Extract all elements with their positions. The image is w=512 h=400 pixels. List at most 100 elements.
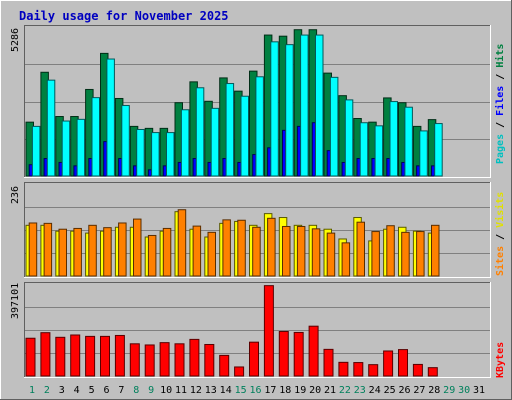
bar-sites-day-7 [118,222,127,277]
legend-entry: Files [494,86,506,116]
bar-sites-day-16 [252,226,261,277]
bar-pages-day-25 [389,101,398,177]
legend-entry: Sites [494,246,506,276]
bar-kbytes-day-27 [412,363,423,377]
bar-kbytes-day-23 [353,362,364,377]
x-tick-label-day-12: 12 [190,385,202,396]
x-tick-label-day-25: 25 [384,385,396,396]
x-tick-label-day-9: 9 [148,385,154,396]
bar-pages-day-11 [180,109,190,177]
bar-sites-day-18 [282,225,291,277]
bar-kbytes-day-14 [219,354,230,377]
legend-pages-files-hits: Pages / Files / Hits [494,44,506,164]
bar-pages-day-5 [91,97,100,177]
x-tick-label-day-20: 20 [309,385,321,396]
bar-sites-day-28 [431,224,440,277]
x-tick-label-day-8: 8 [133,385,139,396]
bar-kbytes-day-11 [174,343,185,377]
bar-kbytes-day-16 [249,341,259,377]
bar-kbytes-day-7 [114,334,125,377]
bar-sites-day-9 [147,234,157,277]
bar-sites-day-8 [133,218,142,277]
bar-kbytes-day-3 [55,336,66,377]
legend-text-2: KBytes [495,342,506,378]
bar-pages-day-12 [195,87,205,177]
bar-sites-day-2 [43,222,53,277]
kbytes-panel [24,282,491,378]
x-tick-label-day-3: 3 [59,385,65,396]
bar-sites-day-3 [58,228,67,277]
x-tick-label-day-1: 1 [29,385,35,396]
bar-kbytes-day-5 [85,335,96,377]
bottom-ymax-label: 397101 [10,283,21,319]
bar-kbytes-day-12 [189,338,200,377]
bar-pages-day-3 [61,120,71,177]
bar-kbytes-day-15 [234,366,245,377]
bar-pages-day-16 [255,76,264,177]
x-tick-label-day-14: 14 [220,385,232,396]
bar-pages-day-28 [434,123,443,177]
bar-kbytes-day-17 [263,285,274,377]
bar-sites-day-20 [311,228,321,277]
bar-pages-day-17 [270,41,279,177]
x-tick-label-day-29: 29 [443,385,455,396]
x-tick-label-day-23: 23 [354,385,366,396]
bar-pages-day-14 [225,83,235,177]
legend-text-1: Sites / Visits [494,192,506,276]
x-tick-label-day-24: 24 [369,385,381,396]
bar-kbytes-day-4 [70,334,81,377]
bar-kbytes-day-19 [293,331,304,377]
middle-ymax-label: 236 [10,186,21,204]
bar-kbytes-day-1 [25,337,36,377]
bar-pages-day-4 [76,118,86,177]
bar-pages-day-27 [419,130,428,177]
bar-kbytes-day-18 [278,331,289,377]
x-tick-label-day-19: 19 [294,385,306,396]
bar-sites-day-14 [222,219,231,277]
x-tick-label-day-26: 26 [398,385,410,396]
bar-pages-day-2 [46,79,56,177]
bar-kbytes-day-9 [144,344,155,377]
x-tick-label-day-18: 18 [279,385,291,396]
bar-pages-day-6 [106,58,115,177]
bar-kbytes-day-20 [308,325,319,377]
x-tick-label-day-4: 4 [74,385,80,396]
bar-pages-day-19 [300,34,309,177]
bar-sites-day-11 [177,209,187,277]
legend-entry: / [495,68,506,86]
chart-title: Daily usage for November 2025 [19,9,229,23]
bar-sites-day-26 [401,231,410,277]
top-ymax-label: 5286 [10,28,21,52]
bar-kbytes-day-24 [368,364,379,377]
x-tick-label-day-27: 27 [413,385,425,396]
x-tick-label-day-6: 6 [103,385,109,396]
visits-sites-panel [24,182,491,278]
bar-sites-day-4 [73,227,82,277]
bar-sites-day-5 [88,224,97,277]
bar-sites-day-15 [237,219,246,277]
bar-sites-day-13 [207,231,216,277]
x-tick-label-day-15: 15 [235,385,247,396]
bar-pages-day-24 [374,125,384,177]
legend-entry: / [495,116,506,134]
x-tick-label-day-2: 2 [44,385,50,396]
bar-pages-day-21 [329,76,339,177]
bar-kbytes-day-22 [338,361,349,377]
bar-pages-day-13 [210,107,220,177]
x-tick-label-day-11: 11 [175,385,187,396]
bar-kbytes-day-10 [159,342,170,377]
x-tick-label-day-7: 7 [118,385,124,396]
legend-entry: Pages [495,134,506,164]
bar-pages-day-23 [359,122,369,177]
bar-kbytes-day-28 [427,367,438,377]
bar-sites-day-10 [162,227,172,277]
bar-sites-day-27 [416,231,425,277]
x-tick-label-day-21: 21 [324,385,336,396]
hits-files-pages-panel [24,25,491,178]
bar-sites-day-19 [296,225,306,277]
bar-kbytes-day-25 [383,350,394,377]
bar-sites-day-1 [28,222,38,277]
bar-kbytes-day-2 [40,332,51,377]
bar-pages-day-8 [136,128,145,177]
legend-entry: Hits [494,44,506,68]
